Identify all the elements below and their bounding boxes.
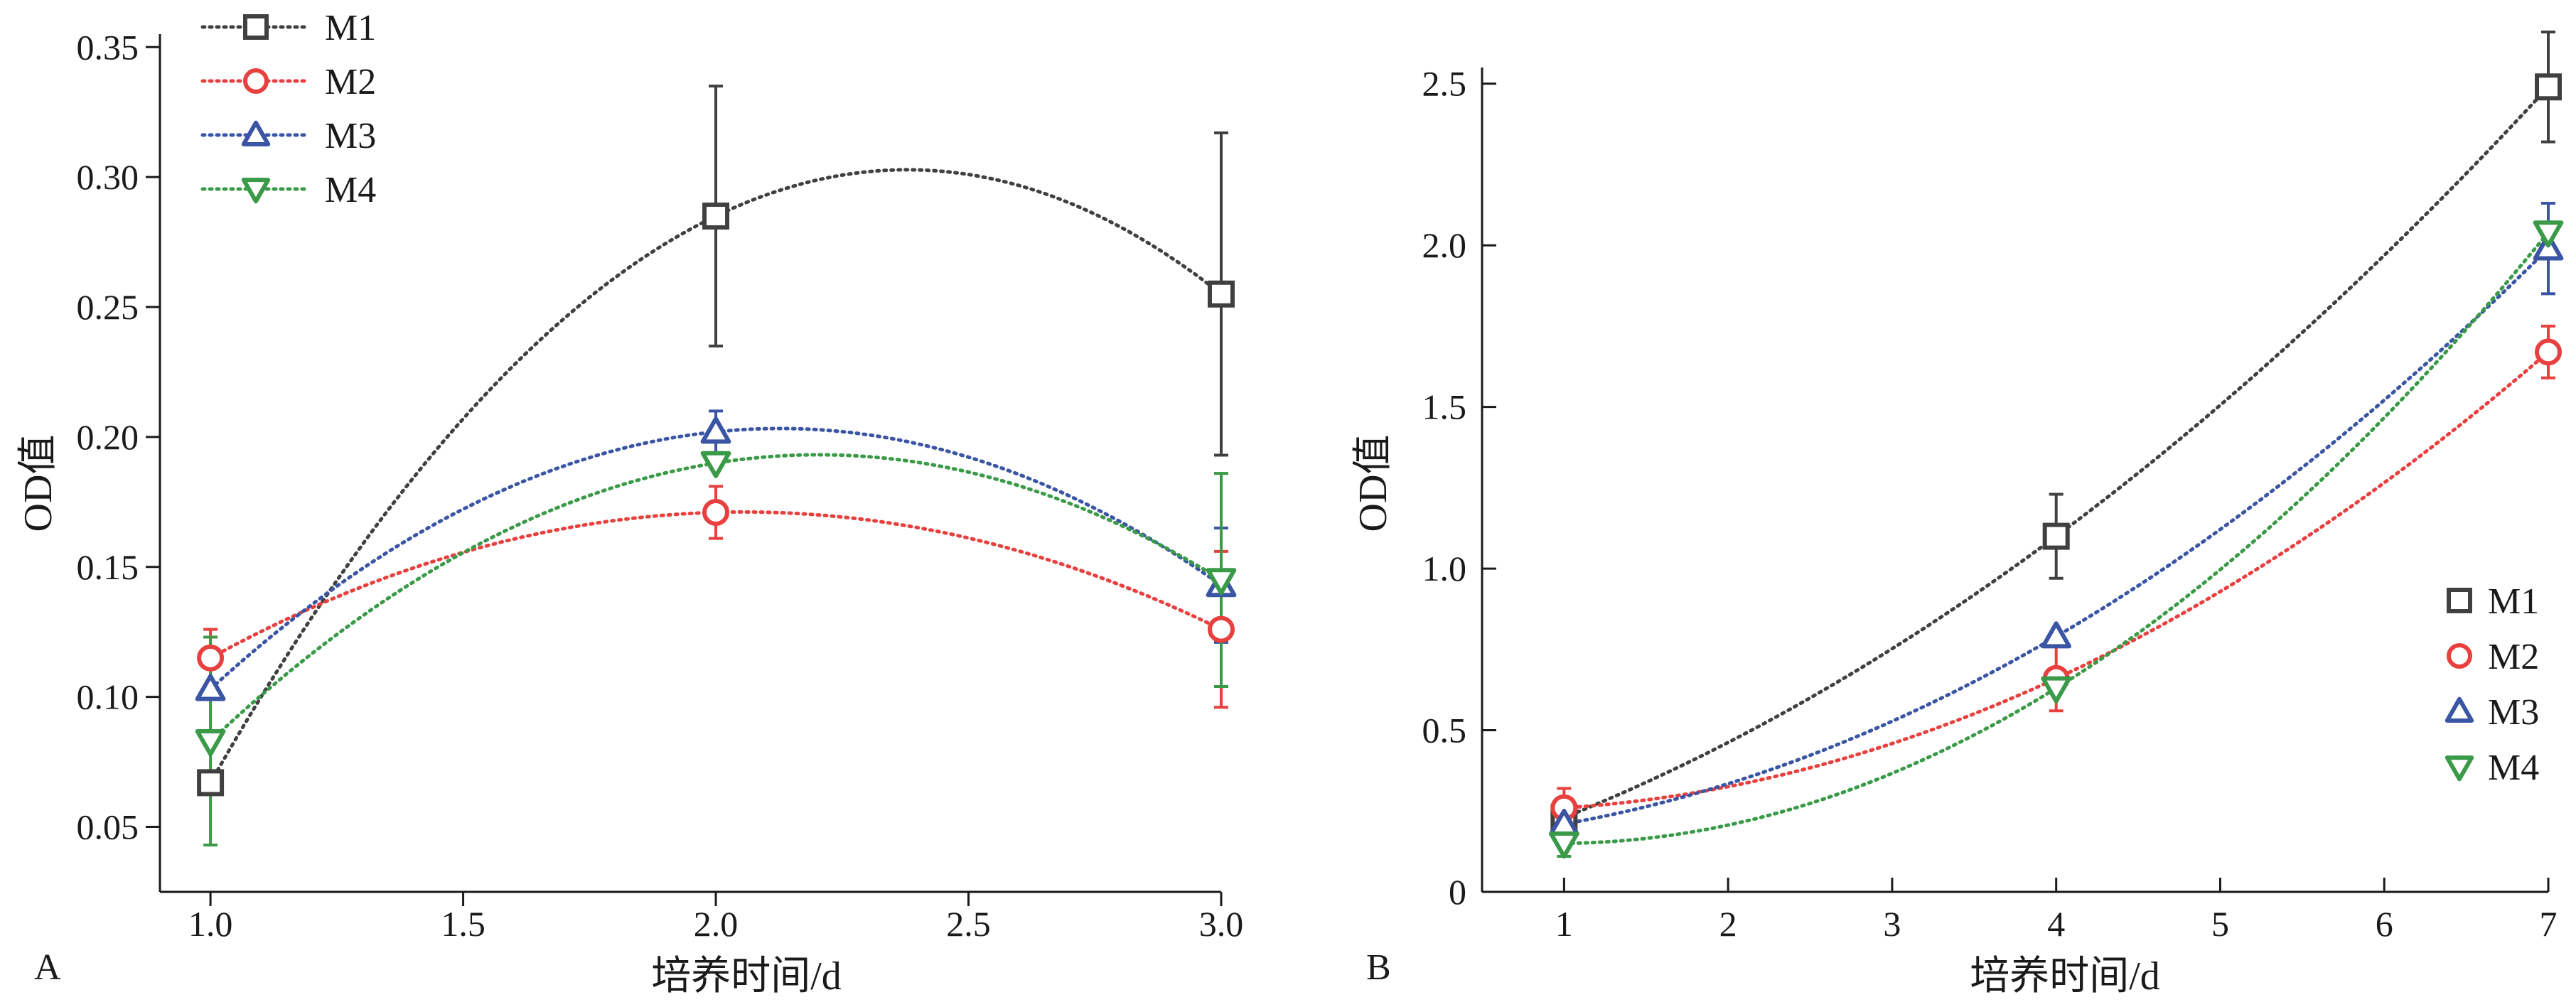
panel-a-marker-m1 [197, 769, 225, 797]
legend-marker-m4 [241, 178, 271, 204]
panel-a-marker-m3 [700, 416, 731, 444]
legend-label-m1: M1 [2488, 581, 2539, 622]
panel-a-marker-m4 [700, 451, 731, 478]
panel-b-marker-m1 [2535, 73, 2562, 101]
panel-b-xtick-label: 3 [1883, 904, 1901, 944]
panel-a-markers [195, 203, 1237, 797]
legend-marker-m2 [2447, 643, 2472, 669]
panel-a-fit-curve-m2 [208, 510, 1223, 660]
panel-a-xtick-label: 2.0 [694, 904, 739, 944]
panel-a-xtick-label: 1.5 [441, 904, 485, 944]
panel-a-ytick-label: 0.20 [77, 417, 139, 457]
panel-a-xtick-label: 3.0 [1199, 904, 1244, 944]
panel-a-marker-m2 [1208, 615, 1235, 643]
panel-a-ylabel: OD值 [16, 435, 60, 532]
panel-b-marker-m2 [2535, 338, 2562, 366]
panel-a-ytick-label: 0.35 [77, 27, 139, 67]
panel-a-marker-m3 [195, 674, 226, 701]
panel-a-marker-m4 [1206, 568, 1237, 596]
panel-a-marker-m4 [195, 729, 226, 757]
panel-b-ticks: 0 0.5 1.0 1.5 2.0 2.5 1 2 3 4 5 6 7 [1422, 64, 2558, 944]
panel-a-ytick-label: 0.25 [77, 287, 139, 327]
legend-label-m3: M3 [325, 116, 376, 156]
panel-b-legend: M1 M2 M3 M4 [2444, 581, 2539, 788]
panel-a-marker-m1 [702, 203, 730, 230]
legend-label-m2: M2 [325, 62, 376, 102]
panel-a-marker-m2 [197, 644, 225, 672]
panel-b-xtick-label: 5 [2211, 904, 2229, 944]
legend-marker-m1 [2447, 588, 2472, 613]
panel-b-marker-m4 [1548, 831, 1579, 859]
panel-b-xtick-label: 6 [2376, 904, 2393, 944]
panel-b-xtick-label: 1 [1555, 904, 1573, 944]
panel-b-xtick-label: 4 [2047, 904, 2065, 944]
panel-b-xtick-label: 2 [1719, 904, 1737, 944]
legend-marker-m1 [243, 14, 269, 40]
panel-b-ytick-label: 0 [1449, 872, 1466, 912]
panel-a-xlabel: 培养时间/d [651, 954, 842, 998]
legend-label-m4: M4 [2488, 748, 2539, 788]
panel-a-marker-m2 [702, 498, 730, 526]
panel-b-ytick-label: 1.5 [1422, 387, 1467, 427]
panel-b-ytick-label: 2.5 [1422, 64, 1467, 104]
panel-b-markers [1548, 73, 2564, 859]
legend-label-m4: M4 [325, 170, 376, 210]
legend-marker-m3 [2444, 696, 2474, 723]
panel-a-legend: M1 M2 M3 M4 [200, 8, 376, 210]
panel-b-xtick-label: 7 [2540, 904, 2558, 944]
panel-a: 0.05 0.10 0.15 0.20 0.25 0.30 0.35 1.0 1.5 2.0 2.5… [16, 8, 1243, 998]
panel-a-ytick-label: 0.15 [77, 547, 139, 587]
panel-b: 0 0.5 1.0 1.5 2.0 2.5 1 2 3 4 5 6 7 M1 M2 M3 M4 OD值 培养时… [1351, 30, 2564, 998]
panel-b-letter: B [1366, 947, 1391, 988]
legend-marker-m3 [241, 120, 271, 146]
legend-marker-m4 [2444, 755, 2474, 782]
panel-b-marker-m3 [2041, 621, 2072, 649]
panel-b-xlabel: 培养时间/d [1970, 954, 2160, 998]
panel-a-ytick-label: 0.10 [77, 677, 139, 717]
panel-a-marker-m1 [1208, 280, 1235, 308]
panel-b-ytick-label: 0.5 [1422, 711, 1467, 750]
legend-marker-m2 [243, 68, 269, 94]
panel-b-ytick-label: 1.0 [1422, 549, 1467, 588]
panel-a-ytick-label: 0.05 [77, 807, 139, 847]
panel-b-marker-m4 [2041, 676, 2072, 704]
panel-a-ytick-label: 0.30 [77, 157, 139, 197]
panel-a-xtick-label: 1.0 [188, 904, 233, 944]
panel-b-marker-m1 [2042, 522, 2070, 550]
panel-a-letter: A [34, 947, 61, 988]
panel-a-ticks: 0.05 0.10 0.15 0.20 0.25 0.30 0.35 1.0 1.5 2.0 2.5… [77, 27, 1244, 944]
panel-b-marker-m4 [2533, 220, 2564, 248]
legend-label-m2: M2 [2488, 637, 2539, 677]
legend-label-m1: M1 [325, 8, 376, 48]
panel-a-xtick-label: 2.5 [946, 904, 991, 944]
panel-b-ylabel: OD值 [1351, 435, 1395, 532]
legend-label-m3: M3 [2488, 692, 2539, 733]
panel-b-ytick-label: 2.0 [1422, 225, 1467, 265]
